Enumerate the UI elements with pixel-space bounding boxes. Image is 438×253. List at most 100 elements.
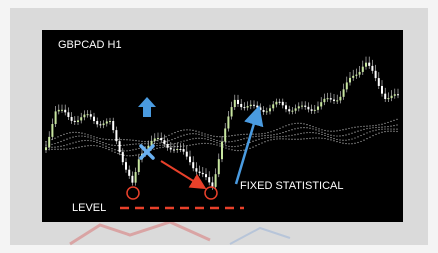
cloud-dot [75,136,76,137]
candle [352,76,354,78]
cloud-dot [273,136,274,137]
cloud-dot [234,150,235,151]
candle [263,110,265,112]
candle [343,89,345,96]
cloud-dot [312,132,313,133]
cloud-dot [84,133,85,134]
candle [368,63,370,66]
cloud-dot [144,141,145,142]
cloud-dot [363,134,364,135]
candle [333,100,335,101]
cloud-dot [87,134,88,135]
cloud-dot [318,128,319,129]
cloud-dot [132,140,133,141]
cloud-dot [330,139,331,140]
candle [323,99,325,102]
cloud-dot [339,139,340,140]
cloud-dot [171,133,172,134]
candle [176,149,178,150]
cloud-dot [357,142,358,143]
cloud-dot [318,137,319,138]
cloud-dot [117,153,118,154]
cloud-dot [72,142,73,143]
candle [83,115,85,118]
cloud-dot [135,149,136,150]
candle [67,112,69,117]
cloud-dot [132,144,133,145]
cloud-dot [51,144,52,145]
cloud-dot [342,140,343,141]
cloud-dot [306,138,307,139]
cloud-dot [183,129,184,130]
candle [90,114,92,116]
candle [192,162,194,168]
cloud-dot [240,139,241,140]
cloud-dot [213,139,214,140]
cloud-dot [69,132,70,133]
candle [285,105,287,109]
cloud-dot [135,143,136,144]
cloud-dot [198,143,199,144]
candle [179,149,181,150]
candle [397,94,399,95]
cloud-dot [225,145,226,146]
cloud-dot [99,143,100,144]
cloud-dot [372,135,373,136]
cloud-dot [252,136,253,137]
cloud-dot [300,123,301,124]
cloud-dot [126,150,127,151]
cloud-dot [216,136,217,137]
cloud-dot [72,148,73,149]
candle [227,116,229,128]
cloud-dot [192,138,193,139]
cloud-dot [243,144,244,145]
cloud-dot [282,138,283,139]
cloud-dot [57,146,58,147]
candle [375,71,377,78]
candle [48,137,50,147]
candle [45,147,47,150]
cloud-dot [171,146,172,147]
cloud-dot [78,132,79,133]
cloud-dot [60,135,61,136]
screenshot: GBPCAD H1 FIXED STATISTICAL LEVEL [0,0,438,253]
cloud-dot [378,133,379,134]
cloud-dot [258,144,259,145]
cloud-dot [99,138,100,139]
cloud-dot [129,155,130,156]
cloud-dot [138,143,139,144]
cloud-dot [90,137,91,138]
cloud-dot [372,127,373,128]
cloud-dot [72,132,73,133]
cloud-dot [198,134,199,135]
cloud-dot [216,140,217,141]
cloud-dot [84,140,85,141]
candle [205,174,207,177]
cloud-dot [363,126,364,127]
cloud-dot [360,126,361,127]
cloud-dot [105,143,106,144]
cloud-dot [129,139,130,140]
cloud-dot [207,134,208,135]
cloud-dot [204,138,205,139]
cloud-dot [321,134,322,135]
cloud-dot [354,132,355,133]
cloud-dot [291,139,292,140]
candle [195,168,197,171]
cloud-dot [108,149,109,150]
cloud-dot [159,145,160,146]
cloud-dot [348,128,349,129]
candle [51,124,53,137]
candle [291,111,293,112]
candle [349,78,351,83]
cloud-dot [321,138,322,139]
cloud-dot [243,138,244,139]
candle [125,162,127,170]
cloud-dot [393,131,394,132]
cloud-dot [387,122,388,123]
cloud-dot [54,146,55,147]
cloud-dot [225,147,226,148]
cloud-dot [111,148,112,149]
cloud-dot [372,125,373,126]
cloud-dot [282,136,283,137]
